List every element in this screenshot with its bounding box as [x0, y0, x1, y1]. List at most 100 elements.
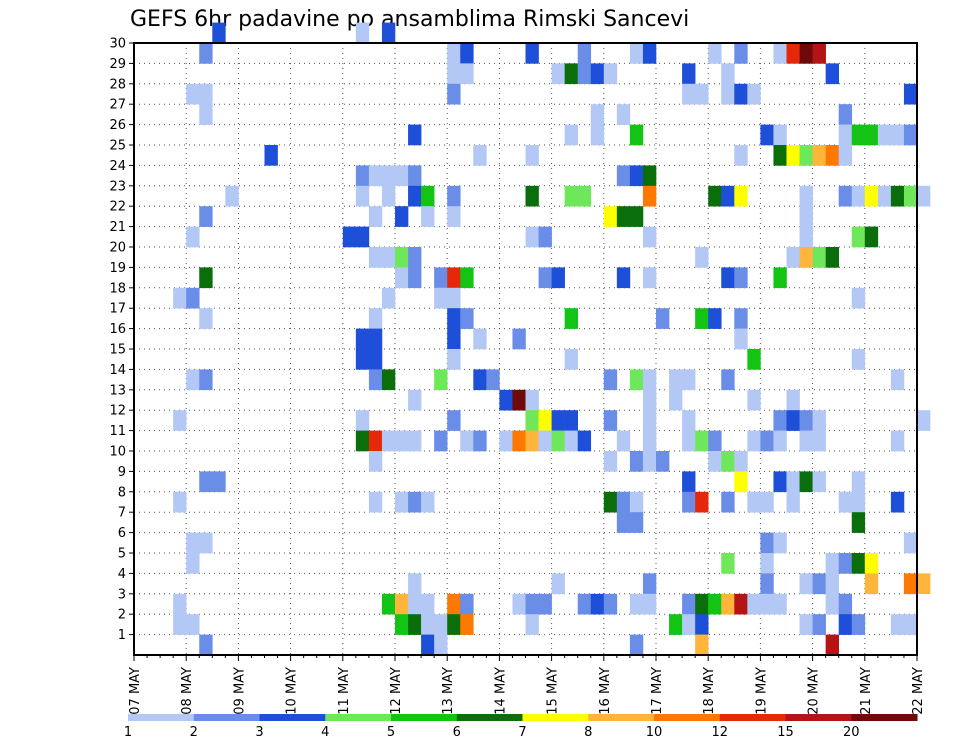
- heatmap-cell: [447, 308, 461, 329]
- heatmap-cell: [721, 63, 735, 85]
- y-tick-label: 11: [109, 424, 126, 439]
- heatmap-cell: [355, 410, 370, 431]
- colorbar-label: 2: [190, 725, 198, 740]
- y-tick-label: 2: [118, 608, 126, 623]
- heatmap-cell: [642, 267, 657, 289]
- heatmap-cell: [368, 308, 383, 329]
- heatmap-cell: [864, 185, 879, 207]
- y-tick-label: 23: [109, 179, 126, 194]
- heatmap-cell: [642, 573, 657, 595]
- colorbar-swatch: [128, 714, 195, 721]
- heatmap-cell: [525, 614, 539, 635]
- colorbar-label: 3: [255, 725, 263, 740]
- heatmap-cell: [460, 43, 474, 64]
- heatmap-cell: [395, 206, 409, 227]
- heatmap-cell: [368, 206, 383, 227]
- y-tick-label: 22: [109, 200, 126, 215]
- heatmap-cell: [786, 410, 800, 431]
- colorbar-swatch: [851, 714, 918, 721]
- heatmap-cell: [773, 532, 787, 554]
- heatmap-cell: [525, 410, 539, 431]
- heatmap-cell: [760, 491, 774, 513]
- heatmap-cell: [773, 471, 787, 493]
- y-tick-label: 5: [118, 547, 126, 562]
- heatmap-cell: [760, 124, 774, 146]
- heatmap-cell: [851, 124, 866, 146]
- heatmap-cell: [408, 124, 422, 146]
- x-tick-label: 08 MAY: [180, 667, 195, 715]
- heatmap-cell: [669, 369, 683, 391]
- heatmap-cell: [512, 593, 526, 615]
- heatmap-cell: [355, 226, 370, 248]
- heatmap-cell: [408, 185, 422, 207]
- heatmap-cell: [864, 553, 879, 574]
- heatmap-cell: [603, 206, 618, 227]
- heatmap-cell: [225, 185, 239, 207]
- heatmap-cell: [577, 593, 592, 615]
- heatmap-cell: [173, 491, 187, 513]
- heatmap-cell: [734, 185, 748, 207]
- y-tick-label: 12: [109, 404, 126, 419]
- heatmap-cell: [186, 532, 200, 554]
- heatmap-cell: [825, 573, 839, 595]
- y-tick-label: 6: [118, 526, 126, 541]
- heatmap-cell: [786, 389, 800, 411]
- y-tick-label: 14: [109, 363, 126, 378]
- heatmap-cell: [447, 267, 461, 289]
- heatmap-cell: [812, 471, 826, 493]
- heatmap-cell: [642, 430, 657, 452]
- heatmap-cell: [747, 349, 761, 370]
- heatmap-cell: [812, 410, 826, 431]
- heatmap-cell: [799, 226, 813, 248]
- heatmap-cell: [408, 267, 422, 289]
- heatmap-cell: [812, 43, 826, 64]
- heatmap-cell: [199, 369, 213, 391]
- heatmap-cell: [199, 83, 213, 105]
- colorbar-label: 7: [518, 725, 526, 740]
- heatmap-cell: [473, 369, 487, 391]
- heatmap-cell: [564, 430, 578, 452]
- heatmap-cell: [564, 410, 578, 431]
- heatmap-cell: [199, 104, 213, 125]
- heatmap-cell: [434, 614, 448, 635]
- x-tick-label: 15 MAY: [546, 667, 561, 715]
- heatmap-cell: [525, 226, 539, 248]
- heatmap-cell: [447, 185, 461, 207]
- colorbar-swatch: [522, 714, 589, 721]
- colorbar-label: 12: [711, 725, 728, 740]
- heatmap-cell: [799, 410, 813, 431]
- colorbar-label: 6: [453, 725, 461, 740]
- heatmap-cell: [408, 430, 422, 452]
- heatmap-cell: [890, 369, 905, 391]
- heatmap-cell: [460, 593, 474, 615]
- heatmap-cell: [173, 410, 187, 431]
- heatmap-cell: [812, 145, 826, 166]
- heatmap-cell: [629, 593, 644, 615]
- heatmap-cell: [447, 83, 461, 105]
- x-tick-label: 16 MAY: [598, 667, 613, 715]
- heatmap-cell: [629, 165, 644, 187]
- heatmap-cell: [682, 614, 696, 635]
- heatmap-cell: [760, 593, 774, 615]
- heatmap-cell: [486, 369, 500, 391]
- colorbar-label: 8: [584, 725, 592, 740]
- heatmap-cell: [682, 430, 696, 452]
- heatmap-cell: [838, 491, 853, 513]
- heatmap-cell: [773, 267, 787, 289]
- heatmap-cell: [708, 593, 722, 615]
- heatmap-cell: [890, 430, 905, 452]
- colorbar-swatch: [325, 714, 392, 721]
- heatmap-cell: [825, 593, 839, 615]
- heatmap-cell: [877, 185, 892, 207]
- heatmap-cell: [538, 593, 552, 615]
- heatmap-cell: [434, 430, 448, 452]
- heatmap-cell: [421, 185, 435, 207]
- heatmap-cell: [447, 328, 461, 350]
- heatmap-cell: [368, 491, 383, 513]
- heatmap-cell: [199, 634, 213, 656]
- heatmap-cell: [577, 63, 592, 85]
- heatmap-cell: [760, 573, 774, 595]
- heatmap-cell: [512, 328, 526, 350]
- heatmap-cell: [447, 410, 461, 431]
- heatmap-cell: [669, 614, 683, 635]
